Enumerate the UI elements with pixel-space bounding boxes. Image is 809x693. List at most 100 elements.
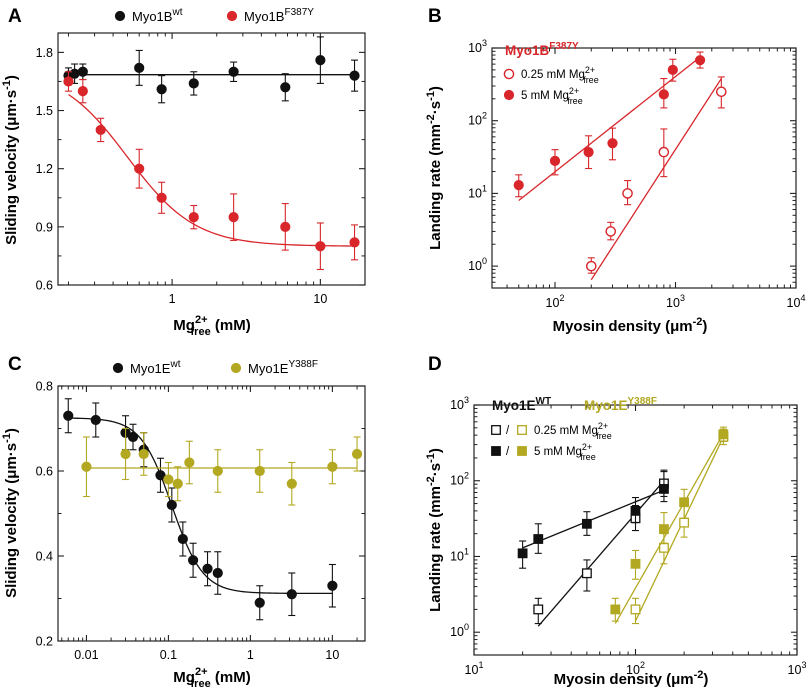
panel-b: B 102 103 104 100 101 102 103 Myosin density (μm… [425,6,805,335]
data-point [212,567,223,579]
legend-marker [491,446,501,456]
data-point [605,226,617,237]
x-axis-title: Mg2+ free (mM) [173,314,250,338]
legend: Myo1Ewt Myo1EY388F [112,359,318,376]
data-point [155,470,166,481]
data-point [95,124,106,136]
data-point [63,76,74,87]
data-point [327,461,338,472]
legend-title: Myo1EY388F [584,396,657,413]
data-point [630,505,641,516]
data-point [716,86,727,98]
series [63,71,360,271]
data-point [658,89,669,100]
y-tick-label: 1.8 [36,46,53,60]
legend-label: Myo1Bwt [132,7,183,24]
data-point [286,589,297,600]
panel-letter: A [8,6,22,27]
data-point [188,78,199,89]
legend-marker [517,446,527,456]
x-tick-label: 0.01 [74,648,98,662]
x-axis-title: Myosin density (μm-2) [554,669,709,688]
data-point [694,55,706,66]
series [610,426,729,624]
x-tick-label: 102 [546,293,565,310]
data-point [533,534,544,544]
y-tick-label: 103 [468,38,487,55]
legend-title: Myo1EWT [492,396,551,413]
fit-line [614,433,724,624]
fit-line [590,78,722,281]
plot-frame [57,385,366,642]
data-point [286,478,297,489]
data-point [156,84,167,95]
data-point [163,474,174,485]
panel-d: D 101 102 103 100 101 102 103 Myosin density (μm… [425,354,806,688]
data-point [517,548,528,559]
legend-marker [112,362,124,374]
data-point [172,478,183,489]
x-tick-label: 103 [788,660,807,677]
legend-slash: / [506,425,510,437]
x-tick-label: 103 [666,293,685,310]
data-point [280,82,291,93]
x-tick-label: 101 [465,660,484,677]
x-tick-label: 102 [626,660,645,677]
series [533,471,669,627]
fit-line [634,436,724,622]
data-point [679,517,690,528]
data-point [156,192,167,203]
panel-letter: C [8,354,22,375]
x-tick-label: 104 [787,293,806,310]
data-point [581,568,592,579]
data-point [349,237,360,248]
y-tick-label: 0.4 [36,550,53,564]
panel-letter: D [428,354,442,375]
series [585,76,727,281]
fit-line [537,480,665,627]
data-point [188,212,199,223]
data-point [138,448,149,460]
data-point [327,580,338,591]
y-axis-title: Sliding velocity (μm·s-1) [1,75,20,245]
data-point [254,465,265,477]
y-tick-label: 100 [468,256,487,273]
data-point [585,260,597,272]
data-point [549,155,561,166]
data-point [513,180,524,191]
legend-label: Myo1BF387Y [244,7,314,24]
x-tick-label: 10 [325,648,339,662]
data-point [69,68,80,79]
legend-marker [503,68,515,80]
fit-line [68,93,355,247]
data-point [134,62,145,73]
data-point [90,414,101,426]
data-point [610,604,621,615]
data-point [659,524,669,534]
data-point [630,558,641,569]
plot-frame [57,32,366,286]
series [630,428,729,625]
series [513,51,706,201]
series [81,427,363,506]
fit-line [68,417,333,595]
data-point [658,542,669,553]
y-tick-label: 101 [450,546,469,563]
data-point [679,497,690,508]
x-tick-label: 1 [169,292,176,306]
data-point [533,604,544,615]
fit-line [522,489,665,549]
data-point [187,555,199,566]
data-point [77,86,88,97]
data-point [659,484,669,494]
data-point [228,212,239,223]
data-point [583,146,594,158]
series [517,469,669,569]
data-point [202,563,213,574]
legend: Myo1Bwt Myo1BF387Y [114,7,314,24]
legend-marker [230,362,242,374]
panel-a: A 1 10 0.6 0.9 1.2 1.5 1.8 Mg2+ free (mM) Sliding … [1,6,366,338]
y-axis-title: Landing rate (mm-2·s-1) [425,86,444,250]
y-tick-label: 100 [450,622,469,639]
